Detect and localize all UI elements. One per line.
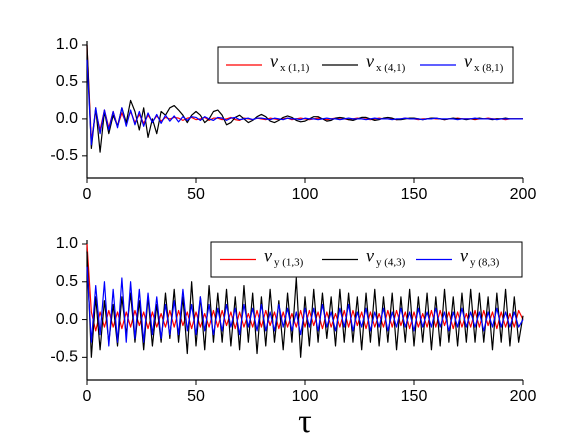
legend-symbol: v (366, 51, 374, 71)
x-tick-label: 200 (510, 388, 537, 405)
legend-symbol: v (366, 246, 374, 266)
series-line (86, 243, 524, 332)
series-line (86, 59, 523, 146)
x-axis-label: τ (298, 403, 312, 440)
legend-box (210, 241, 523, 278)
y-tick-label: 0.0 (56, 110, 78, 127)
x-tick-label: 200 (510, 186, 537, 203)
y-tick-label: 0.0 (56, 311, 78, 328)
legend-symbol: v (464, 51, 472, 71)
legend-symbol: v (264, 246, 272, 266)
x-tick-label: 100 (292, 388, 319, 405)
y-tick-label: -0.5 (50, 349, 78, 366)
x-tick-label: 150 (401, 186, 428, 203)
legend-subscript: x (4,1) (376, 62, 406, 74)
legend-subscript: y (8,3) (470, 256, 500, 268)
series-line (86, 266, 524, 347)
y-tick-label: 0.5 (56, 273, 78, 290)
y-tick-label: -0.5 (50, 147, 78, 164)
legend-symbol: v (270, 51, 278, 71)
x-tick-label: 150 (401, 388, 428, 405)
legend-subscript: x (1,1) (280, 62, 310, 74)
legend-subscript: y (4,3) (376, 256, 406, 268)
x-tick-label: 50 (187, 388, 205, 405)
x-tick-label: 0 (83, 186, 92, 203)
x-tick-label: 0 (83, 388, 92, 405)
x-tick-label: 50 (187, 186, 205, 203)
y-tick-label: 0.5 (56, 73, 78, 90)
legend-symbol: v (460, 246, 468, 266)
legend-subscript: x (8,1) (474, 62, 504, 74)
y-tick-label: 1.0 (56, 36, 78, 53)
legend-subscript: y (1,3) (274, 256, 304, 268)
legend-box (217, 46, 514, 84)
x-tick-label: 100 (292, 186, 319, 203)
y-tick-label: 1.0 (56, 235, 78, 252)
